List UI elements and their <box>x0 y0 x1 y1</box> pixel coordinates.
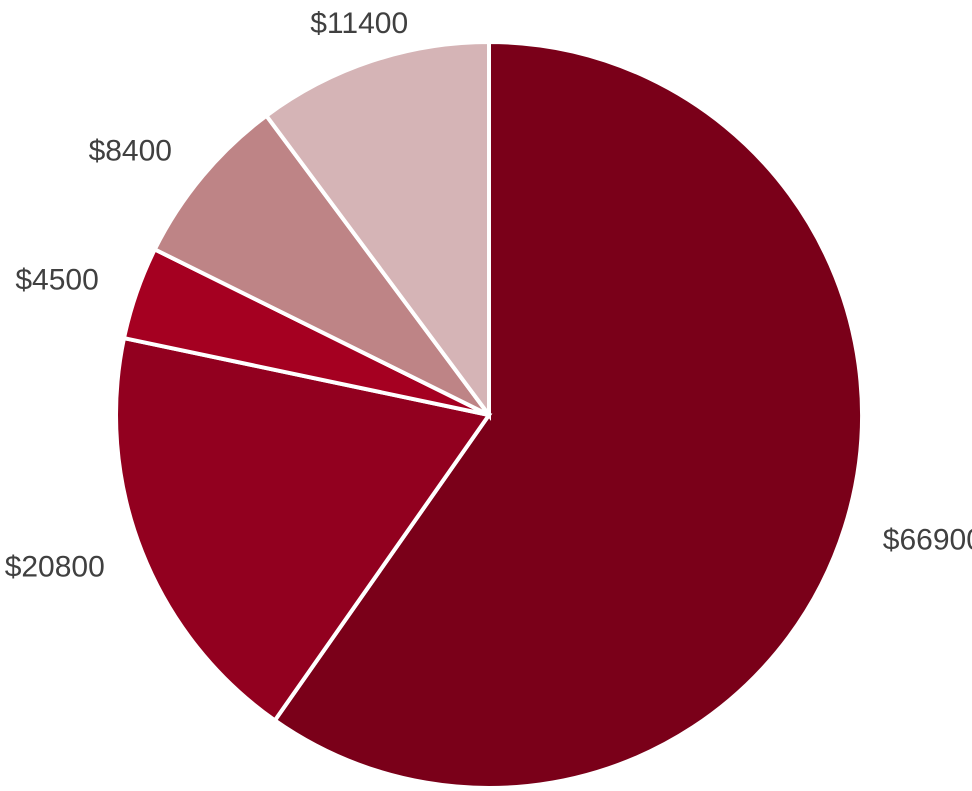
pie-slice-20800 <box>114 335 493 724</box>
pie-slice-label: $11400 <box>310 7 408 40</box>
pie-slice-label: $8400 <box>89 134 172 167</box>
pie-slice-11400 <box>263 39 491 422</box>
pie-slice-66900 <box>272 39 864 790</box>
pie-slice-8400 <box>152 112 491 417</box>
pie-slice-label: $4500 <box>15 264 98 297</box>
pie-slice-label: $20800 <box>5 551 105 584</box>
pie-slice-label: $66900 <box>883 523 972 556</box>
pie-labels: $66900 $20800 $4500 $8400 $11400 <box>5 7 972 584</box>
pie-slices <box>114 39 864 790</box>
